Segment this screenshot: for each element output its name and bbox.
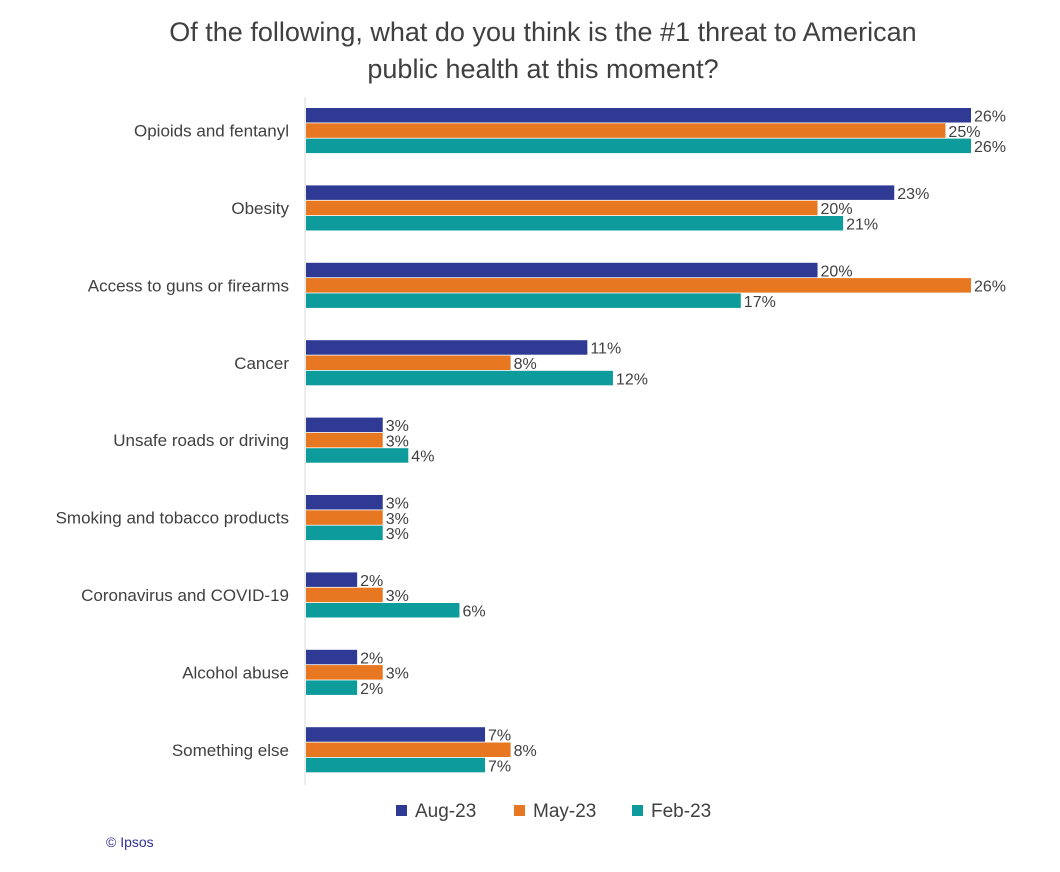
value-labels: 26%25%26%23%20%21%20%26%17%11%8%12%3%3%4… [360,109,1006,776]
category-label: Coronavirus and COVID-19 [81,586,289,605]
value-label: 3% [386,588,409,605]
bar-aug-23 [306,572,358,587]
category-label: Alcohol abuse [182,663,289,682]
value-label: 3% [386,511,409,528]
category-label: Cancer [234,354,289,373]
bar-aug-23 [306,108,971,123]
legend-label-feb-23: Feb-23 [651,801,711,822]
chart-title-line-1: Of the following, what do you think is t… [169,17,916,47]
bar-feb-23 [306,293,741,308]
value-label: 3% [386,433,409,450]
bar-aug-23 [306,262,818,278]
category-label: Opioids and fentanyl [134,122,289,141]
bar-may-23 [306,200,818,216]
value-label: 3% [386,666,409,683]
bars [306,108,971,773]
legend-swatch-may-23 [514,805,525,816]
value-label: 25% [948,124,980,141]
bar-aug-23 [306,340,588,355]
bar-feb-23 [306,448,409,463]
value-label: 11% [590,341,621,358]
value-label: 26% [974,279,1006,296]
value-label: 7% [488,758,511,775]
legend: Aug-23 May-23 Feb-23 [396,801,711,822]
chart-title-line-2: public health at this moment? [367,54,718,84]
bar-aug-23 [306,649,358,665]
bar-feb-23 [306,603,460,618]
value-label: 2% [360,573,383,590]
legend-label-aug-23: Aug-23 [415,801,476,822]
bar-feb-23 [306,525,383,541]
category-labels: Opioids and fentanyl Obesity Access to gun… [56,122,290,760]
category-label: Something else [172,741,289,760]
bar-may-23 [306,355,511,370]
ipsos-copyright: © Ipsos [106,834,154,850]
value-label: 6% [462,604,485,621]
bar-feb-23 [306,680,358,695]
value-label: 2% [360,681,383,698]
bar-may-23 [306,278,971,293]
value-label: 3% [386,418,409,435]
value-label: 20% [821,263,853,280]
value-label: 12% [616,371,648,388]
bar-feb-23 [306,370,613,386]
value-label: 8% [514,743,537,760]
value-label: 3% [386,526,409,543]
value-label: 3% [386,496,409,513]
value-label: 23% [897,186,929,203]
bar-aug-23 [306,495,383,510]
category-label: Smoking and tobacco products [56,509,289,528]
value-label: 8% [514,356,537,373]
category-label: Access to guns or firearms [88,276,289,295]
legend-swatch-aug-23 [396,805,407,816]
value-label: 7% [488,728,511,745]
bar-may-23 [306,432,383,448]
bar-may-23 [306,665,383,680]
value-label: 17% [744,294,776,311]
bar-aug-23 [306,727,486,742]
category-label: Obesity [231,199,289,218]
value-label: 26% [974,139,1006,156]
bar-may-23 [306,510,383,525]
legend-swatch-feb-23 [632,805,643,816]
value-label: 2% [360,650,383,667]
bar-feb-23 [306,138,971,154]
bar-may-23 [306,587,383,603]
bar-may-23 [306,123,946,138]
chart-title: Of the following, what do you think is t… [169,17,916,84]
category-label: Unsafe roads or driving [113,431,289,450]
value-label: 20% [821,201,853,218]
value-label: 4% [411,449,434,466]
bar-feb-23 [306,757,486,773]
bar-feb-23 [306,216,844,231]
value-label: 26% [974,109,1006,126]
bar-aug-23 [306,417,383,433]
bar-aug-23 [306,185,895,200]
bar-may-23 [306,742,511,757]
legend-label-may-23: May-23 [533,801,596,822]
value-label: 21% [846,217,878,234]
